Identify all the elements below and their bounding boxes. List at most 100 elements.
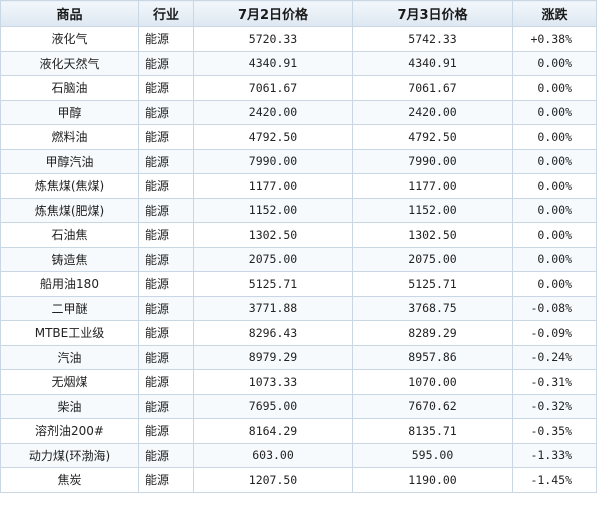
header-product: 商品 [0, 0, 139, 27]
product-cell: 炼焦煤(肥煤) [0, 197, 139, 223]
industry-cell: 能源 [138, 295, 194, 321]
industry-cell: 能源 [138, 393, 194, 419]
price-day1-cell: 3771.88 [193, 295, 353, 321]
table-row: 液化天然气 能源 4340.91 4340.91 0.00% [0, 50, 597, 76]
product-cell: 二甲醚 [0, 295, 139, 321]
price-day2-cell: 7990.00 [352, 148, 513, 174]
table-header: 商品 行业 7月2日价格 7月3日价格 涨跌 [0, 0, 597, 27]
change-cell: -0.35% [512, 418, 597, 444]
price-day2-cell: 1302.50 [352, 222, 513, 248]
price-day2-cell: 1190.00 [352, 467, 513, 493]
product-cell: 液化天然气 [0, 50, 139, 76]
industry-cell: 能源 [138, 124, 194, 150]
product-cell: MTBE工业级 [0, 320, 139, 346]
price-day1-cell: 1177.00 [193, 173, 353, 199]
table-row: 汽油 能源 8979.29 8957.86 -0.24% [0, 344, 597, 370]
table-row: 炼焦煤(肥煤) 能源 1152.00 1152.00 0.00% [0, 197, 597, 223]
price-day1-cell: 4792.50 [193, 124, 353, 150]
change-cell: +0.38% [512, 26, 597, 52]
table-row: 船用油180 能源 5125.71 5125.71 0.00% [0, 271, 597, 297]
table-row: 动力煤(环渤海) 能源 603.00 595.00 -1.33% [0, 442, 597, 468]
product-cell: 炼焦煤(焦煤) [0, 173, 139, 199]
change-cell: 0.00% [512, 148, 597, 174]
industry-cell: 能源 [138, 99, 194, 125]
change-cell: -0.32% [512, 393, 597, 419]
industry-cell: 能源 [138, 442, 194, 468]
industry-cell: 能源 [138, 369, 194, 395]
price-day2-cell: 1070.00 [352, 369, 513, 395]
price-day2-cell: 8135.71 [352, 418, 513, 444]
table-row: 焦炭 能源 1207.50 1190.00 -1.45% [0, 467, 597, 493]
price-day1-cell: 5125.71 [193, 271, 353, 297]
change-cell: -0.08% [512, 295, 597, 321]
price-day2-cell: 5125.71 [352, 271, 513, 297]
industry-cell: 能源 [138, 467, 194, 493]
product-cell: 柴油 [0, 393, 139, 419]
table-row: 无烟煤 能源 1073.33 1070.00 -0.31% [0, 369, 597, 395]
product-cell: 溶剂油200# [0, 418, 139, 444]
header-change: 涨跌 [512, 0, 597, 27]
price-day1-cell: 7695.00 [193, 393, 353, 419]
change-cell: 0.00% [512, 246, 597, 272]
price-day2-cell: 8957.86 [352, 344, 513, 370]
price-day2-cell: 8289.29 [352, 320, 513, 346]
product-cell: 汽油 [0, 344, 139, 370]
price-day2-cell: 2075.00 [352, 246, 513, 272]
table-row: 石脑油 能源 7061.67 7061.67 0.00% [0, 75, 597, 101]
industry-cell: 能源 [138, 246, 194, 272]
header-price-day2: 7月3日价格 [352, 0, 513, 27]
table-row: 铸造焦 能源 2075.00 2075.00 0.00% [0, 246, 597, 272]
product-cell: 动力煤(环渤海) [0, 442, 139, 468]
header-row: 商品 行业 7月2日价格 7月3日价格 涨跌 [0, 0, 597, 27]
change-cell: -1.33% [512, 442, 597, 468]
table-body: 液化气 能源 5720.33 5742.33 +0.38% 液化天然气 能源 4340.91 4… [0, 26, 597, 493]
price-table: 商品 行业 7月2日价格 7月3日价格 涨跌 液化气 能源 5720.33 5742.… [0, 0, 597, 493]
table-row: 甲醇 能源 2420.00 2420.00 0.00% [0, 99, 597, 125]
table-row: MTBE工业级 能源 8296.43 8289.29 -0.09% [0, 320, 597, 346]
price-day1-cell: 7990.00 [193, 148, 353, 174]
price-day1-cell: 8164.29 [193, 418, 353, 444]
product-cell: 铸造焦 [0, 246, 139, 272]
change-cell: -0.24% [512, 344, 597, 370]
industry-cell: 能源 [138, 320, 194, 346]
price-day2-cell: 3768.75 [352, 295, 513, 321]
product-cell: 船用油180 [0, 271, 139, 297]
change-cell: 0.00% [512, 75, 597, 101]
product-cell: 焦炭 [0, 467, 139, 493]
price-day1-cell: 8979.29 [193, 344, 353, 370]
table-row: 甲醇汽油 能源 7990.00 7990.00 0.00% [0, 148, 597, 174]
change-cell: 0.00% [512, 271, 597, 297]
change-cell: 0.00% [512, 222, 597, 248]
price-day1-cell: 2075.00 [193, 246, 353, 272]
change-cell: 0.00% [512, 173, 597, 199]
table-row: 燃料油 能源 4792.50 4792.50 0.00% [0, 124, 597, 150]
table-row: 石油焦 能源 1302.50 1302.50 0.00% [0, 222, 597, 248]
industry-cell: 能源 [138, 271, 194, 297]
price-day2-cell: 4792.50 [352, 124, 513, 150]
industry-cell: 能源 [138, 344, 194, 370]
product-cell: 燃料油 [0, 124, 139, 150]
table-row: 溶剂油200# 能源 8164.29 8135.71 -0.35% [0, 418, 597, 444]
price-day2-cell: 5742.33 [352, 26, 513, 52]
product-cell: 甲醇 [0, 99, 139, 125]
price-day2-cell: 1177.00 [352, 173, 513, 199]
change-cell: -1.45% [512, 467, 597, 493]
price-day1-cell: 2420.00 [193, 99, 353, 125]
product-cell: 甲醇汽油 [0, 148, 139, 174]
price-day2-cell: 4340.91 [352, 50, 513, 76]
price-day2-cell: 7670.62 [352, 393, 513, 419]
price-day2-cell: 1152.00 [352, 197, 513, 223]
product-cell: 液化气 [0, 26, 139, 52]
industry-cell: 能源 [138, 197, 194, 223]
price-day1-cell: 8296.43 [193, 320, 353, 346]
table-row: 二甲醚 能源 3771.88 3768.75 -0.08% [0, 295, 597, 321]
price-day1-cell: 1152.00 [193, 197, 353, 223]
industry-cell: 能源 [138, 26, 194, 52]
table-row: 液化气 能源 5720.33 5742.33 +0.38% [0, 26, 597, 52]
price-day2-cell: 2420.00 [352, 99, 513, 125]
price-day2-cell: 595.00 [352, 442, 513, 468]
industry-cell: 能源 [138, 222, 194, 248]
price-day1-cell: 1302.50 [193, 222, 353, 248]
price-day1-cell: 7061.67 [193, 75, 353, 101]
industry-cell: 能源 [138, 148, 194, 174]
